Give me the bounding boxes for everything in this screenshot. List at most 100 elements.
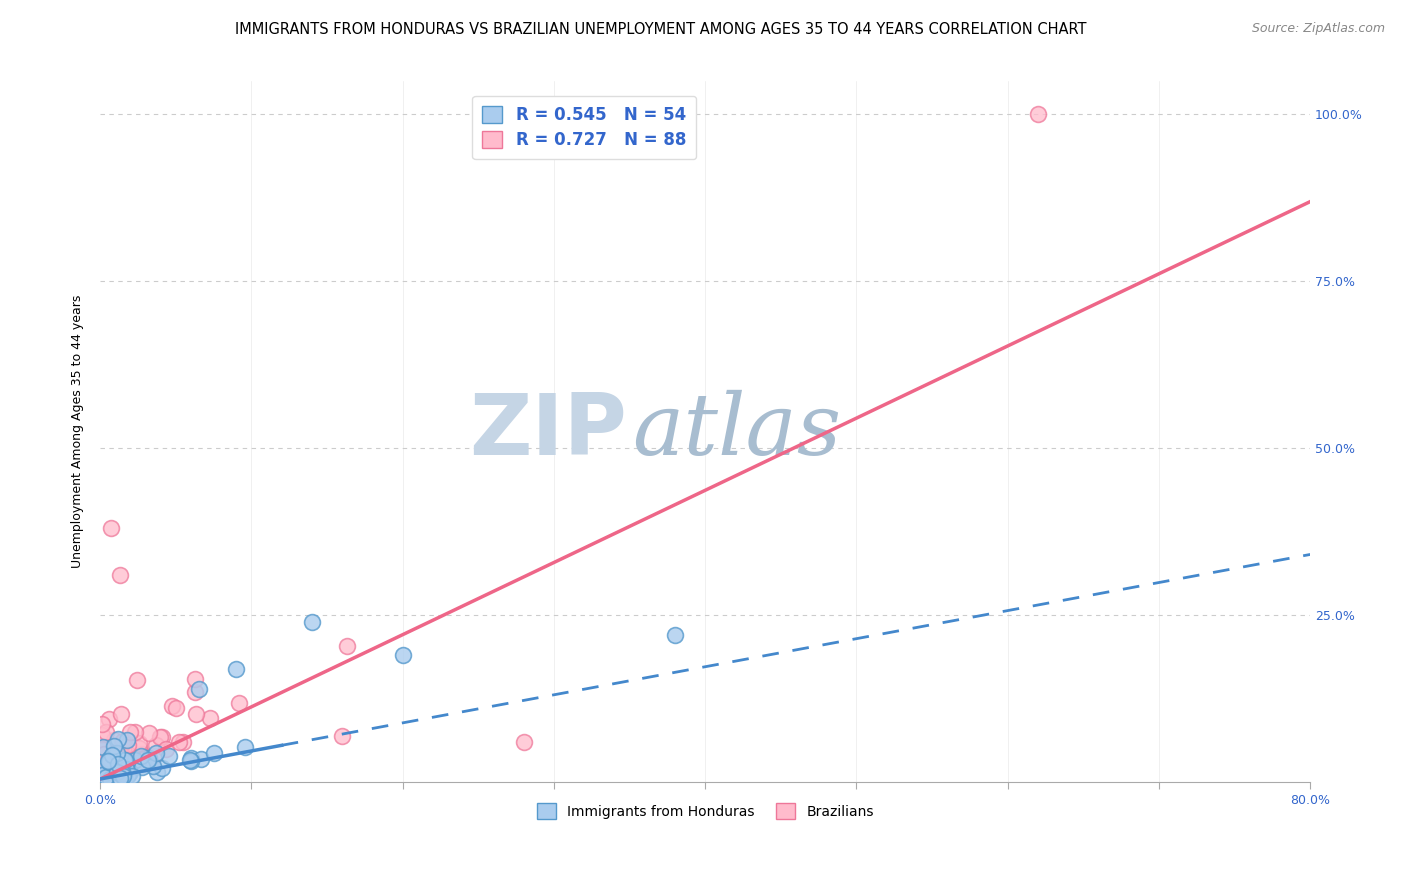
Point [90, 759, 112, 773]
Point [91, 729, 114, 743]
Point [118, 754, 141, 768]
Point [96, 756, 118, 770]
Point [138, 751, 160, 765]
Point [103, 764, 125, 779]
Point [112, 733, 135, 747]
Point [97, 769, 120, 783]
Point [107, 750, 129, 764]
Point [110, 771, 132, 785]
Point [91, 766, 114, 780]
Point [118, 750, 141, 764]
Point [108, 764, 131, 779]
Point [108, 568, 131, 582]
Point [114, 739, 136, 753]
Text: IMMIGRANTS FROM HONDURAS VS BRAZILIAN UNEMPLOYMENT AMONG AGES 35 TO 44 YEARS COR: IMMIGRANTS FROM HONDURAS VS BRAZILIAN UN… [235, 22, 1087, 37]
Point [117, 768, 139, 782]
Point [100, 521, 122, 535]
Point [111, 769, 134, 783]
Point [160, 699, 183, 714]
Point [103, 764, 125, 779]
Point [97, 754, 120, 768]
Point [90, 741, 112, 756]
Point [108, 756, 131, 771]
Point [105, 752, 128, 766]
Point [180, 754, 202, 768]
Point [93, 747, 115, 761]
Point [132, 752, 155, 766]
Point [664, 628, 686, 642]
Point [98, 712, 121, 726]
Point [103, 755, 125, 769]
Point [107, 764, 129, 779]
Point [114, 762, 136, 776]
Point [120, 725, 142, 739]
Point [93, 762, 115, 776]
Point [103, 733, 125, 747]
Point [138, 726, 160, 740]
Text: atlas: atlas [633, 390, 842, 473]
Point [112, 739, 135, 754]
Point [134, 749, 156, 764]
Point [172, 735, 194, 749]
Point [98, 751, 121, 765]
Point [110, 706, 132, 721]
Point [152, 730, 174, 744]
Point [100, 761, 122, 775]
Point [145, 746, 167, 760]
Point [94, 754, 117, 768]
Point [107, 754, 129, 768]
Point [97, 768, 120, 782]
Point [136, 752, 159, 766]
Point [132, 752, 155, 766]
Point [97, 769, 120, 783]
Point [118, 756, 141, 770]
Point [124, 753, 146, 767]
Point [111, 767, 134, 781]
Point [225, 662, 247, 676]
Point [128, 741, 150, 756]
Point [115, 752, 138, 766]
Point [111, 757, 134, 772]
Point [101, 747, 124, 762]
Point [93, 755, 115, 769]
Legend: Immigrants from Honduras, Brazilians: Immigrants from Honduras, Brazilians [531, 797, 879, 824]
Point [91, 742, 114, 756]
Point [131, 760, 153, 774]
Point [143, 749, 166, 764]
Point [136, 754, 159, 768]
Point [157, 749, 180, 764]
Text: Source: ZipAtlas.com: Source: ZipAtlas.com [1251, 22, 1385, 36]
Point [112, 753, 135, 767]
Point [167, 734, 190, 748]
Point [101, 760, 124, 774]
Point [121, 769, 143, 783]
Point [101, 762, 124, 776]
Point [101, 772, 124, 787]
Point [98, 772, 121, 786]
Point [115, 766, 138, 780]
Text: ZIP: ZIP [468, 390, 627, 473]
Point [91, 774, 114, 789]
Point [155, 742, 177, 756]
Point [90, 769, 112, 783]
Point [112, 769, 135, 783]
Point [124, 725, 146, 739]
Point [180, 751, 202, 765]
Point [228, 696, 250, 710]
Point [91, 768, 114, 782]
Point [146, 764, 169, 779]
Point [108, 764, 131, 778]
Point [512, 735, 534, 749]
Point [120, 764, 142, 779]
Point [105, 764, 128, 779]
Point [94, 770, 117, 784]
Point [129, 748, 152, 763]
Point [111, 737, 134, 751]
Point [90, 767, 112, 781]
Point [184, 673, 207, 687]
Point [107, 756, 129, 771]
Point [91, 739, 114, 754]
Point [118, 759, 141, 773]
Point [91, 761, 114, 775]
Point [110, 747, 132, 761]
